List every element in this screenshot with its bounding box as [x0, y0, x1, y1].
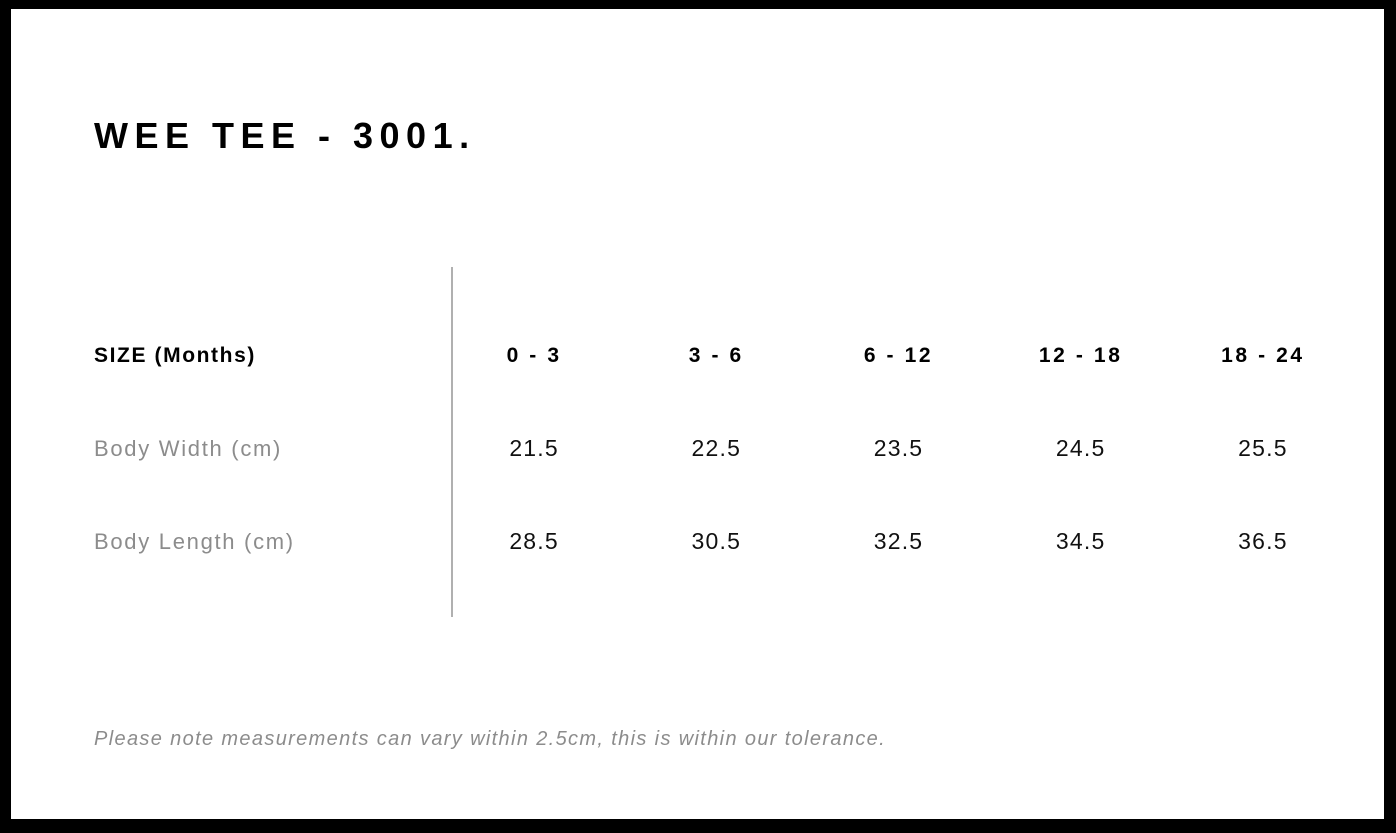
column-header-6-12: 6 - 12: [863, 343, 934, 367]
body-length-12-18: 34.5: [1055, 528, 1106, 554]
tolerance-footnote: Please note measurements can vary within…: [94, 728, 887, 750]
table-row: Body Length (cm) 28.5 30.5 32.5 34.5 36.…: [94, 495, 1354, 588]
body-width-0-3: 21.5: [509, 435, 559, 461]
body-length-0-3: 28.5: [509, 528, 559, 554]
table-row: Body Width (cm) 21.5 22.5 23.5 24.5 25.5: [94, 402, 1354, 495]
body-width-3-6: 22.5: [691, 435, 742, 461]
size-header-label: SIZE (Months): [94, 343, 256, 367]
table-vertical-divider: [451, 267, 453, 617]
column-header-3-6: 3 - 6: [688, 343, 744, 367]
body-width-6-12: 23.5: [873, 435, 924, 461]
size-chart-sheet: WEE TEE - 3001. SIZE (Months) 0 - 3 3 - …: [11, 9, 1384, 819]
body-width-12-18: 24.5: [1055, 435, 1106, 461]
row-label-body-width: Body Width (cm): [94, 435, 283, 461]
column-header-12-18: 12 - 18: [1038, 343, 1123, 367]
table-header-row: SIZE (Months) 0 - 3 3 - 6 6 - 12 12 - 18…: [94, 309, 1354, 402]
column-header-0-3: 0 - 3: [506, 343, 562, 367]
body-length-3-6: 30.5: [691, 528, 742, 554]
body-length-6-12: 32.5: [873, 528, 924, 554]
page-title: WEE TEE - 3001.: [94, 115, 476, 156]
body-width-18-24: 25.5: [1238, 435, 1288, 461]
column-header-18-24: 18 - 24: [1221, 343, 1305, 367]
size-chart-table: SIZE (Months) 0 - 3 3 - 6 6 - 12 12 - 18…: [94, 309, 1354, 588]
body-length-18-24: 36.5: [1238, 528, 1288, 554]
row-label-body-length: Body Length (cm): [94, 528, 295, 554]
